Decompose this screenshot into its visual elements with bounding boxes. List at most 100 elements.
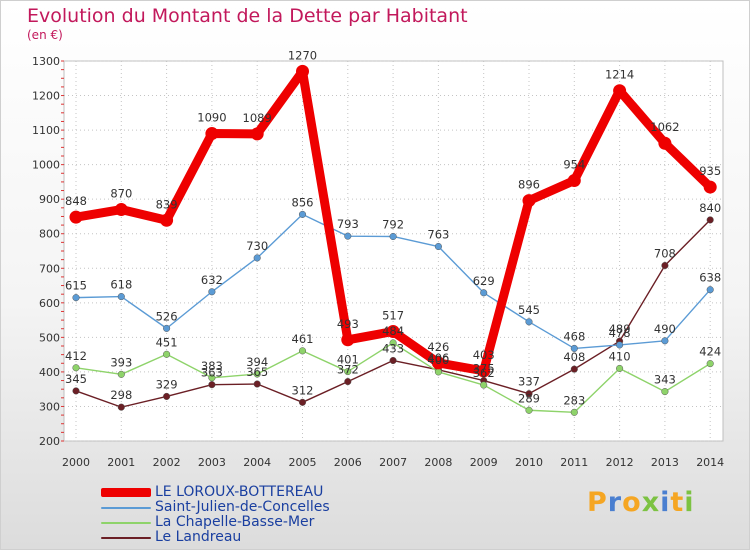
data-point <box>613 84 627 98</box>
data-label: 283 <box>563 393 585 407</box>
y-tick-label: 200 <box>39 435 60 448</box>
chart-unit: (en €) <box>27 28 63 42</box>
legend-swatch <box>101 522 151 524</box>
data-point <box>477 364 491 378</box>
data-label: 792 <box>382 217 404 231</box>
data-point <box>117 403 125 411</box>
x-tick-label: 2001 <box>107 456 135 469</box>
data-point <box>72 294 80 302</box>
data-label: 298 <box>110 388 132 402</box>
data-label: 312 <box>292 383 314 397</box>
chart-title: Evolution du Montant de la Dette par Hab… <box>27 5 468 27</box>
data-label: 461 <box>292 332 314 346</box>
data-point <box>160 213 174 227</box>
data-point <box>434 242 442 251</box>
data-label: 618 <box>110 278 132 292</box>
x-tick-label: 2014 <box>696 456 724 469</box>
x-tick-label: 2006 <box>334 456 362 469</box>
data-point <box>298 347 307 355</box>
data-label: 708 <box>654 247 676 261</box>
data-label: 468 <box>563 329 585 343</box>
data-point <box>616 341 624 349</box>
logo-letter: r <box>607 487 623 518</box>
y-tick-label: 1100 <box>32 124 60 137</box>
logo-letter: t <box>670 487 685 518</box>
data-point <box>706 286 714 294</box>
y-tick-label: 800 <box>39 228 60 241</box>
proxiti-logo: Proxiti <box>587 487 695 518</box>
data-point <box>163 350 171 358</box>
data-point <box>69 210 83 224</box>
data-point <box>117 293 125 301</box>
data-point <box>616 364 624 373</box>
logo-letter: x <box>641 487 661 518</box>
data-point <box>434 368 442 376</box>
x-tick-label: 2003 <box>198 456 226 469</box>
data-point <box>344 378 352 386</box>
x-tick-label: 2010 <box>515 456 543 469</box>
data-point <box>570 365 578 373</box>
legend-label: Le Landreau <box>155 529 242 545</box>
data-label: 615 <box>65 279 87 293</box>
data-point <box>344 232 352 240</box>
legend-swatch <box>101 488 151 497</box>
data-label: 638 <box>699 271 721 285</box>
data-point <box>525 390 533 398</box>
y-tick-label: 600 <box>39 297 60 310</box>
y-tick-label: 400 <box>39 366 60 379</box>
data-label: 289 <box>518 391 540 405</box>
x-tick-label: 2008 <box>424 456 452 469</box>
x-tick-label: 2013 <box>651 456 679 469</box>
data-label: 478 <box>609 326 631 340</box>
data-label: 393 <box>110 355 132 369</box>
data-label: 489 <box>609 322 631 336</box>
data-point <box>431 356 445 370</box>
data-label: 451 <box>156 335 178 349</box>
x-tick-label: 2011 <box>560 456 588 469</box>
data-label: 870 <box>110 187 132 201</box>
y-tick-label: 700 <box>39 262 60 275</box>
x-tick-label: 2002 <box>153 456 181 469</box>
series-0 <box>69 64 717 378</box>
data-point <box>525 318 533 326</box>
data-point <box>250 127 264 141</box>
data-point <box>522 194 536 208</box>
data-point <box>570 344 578 352</box>
data-label: 394 <box>246 355 268 369</box>
data-point <box>72 364 80 372</box>
data-point <box>480 289 488 297</box>
data-label: 632 <box>201 273 223 287</box>
data-label: 935 <box>699 164 721 178</box>
data-label: 545 <box>518 303 540 317</box>
y-tick-label: 1000 <box>32 159 60 172</box>
data-point <box>570 408 578 416</box>
data-label: 1062 <box>650 120 679 134</box>
data-label: 408 <box>563 350 585 364</box>
data-label: 345 <box>65 372 87 386</box>
data-point <box>525 406 533 414</box>
data-point <box>706 360 714 368</box>
legend-swatch <box>101 537 151 539</box>
data-label: 896 <box>518 178 540 192</box>
x-tick-label: 2009 <box>470 456 498 469</box>
data-point <box>298 398 307 406</box>
logo-letter: i <box>660 487 671 518</box>
data-label: 403 <box>473 348 495 362</box>
data-point <box>208 288 216 296</box>
data-label: 375 <box>473 362 495 376</box>
data-point <box>567 174 581 188</box>
data-label: 763 <box>427 228 449 242</box>
data-point <box>389 356 397 365</box>
x-tick-label: 2004 <box>243 456 271 469</box>
data-point <box>389 339 397 347</box>
data-label: 433 <box>382 342 404 356</box>
x-tick-label: 2007 <box>379 456 407 469</box>
data-point <box>706 216 714 224</box>
x-tick-label: 2012 <box>606 456 634 469</box>
legend-label: Saint-Julien-de-Concelles <box>155 499 330 515</box>
data-label: 484 <box>382 324 404 338</box>
data-point <box>389 232 397 241</box>
y-tick-label: 900 <box>39 193 60 206</box>
data-label: 365 <box>246 365 268 379</box>
data-label: 954 <box>563 158 585 172</box>
